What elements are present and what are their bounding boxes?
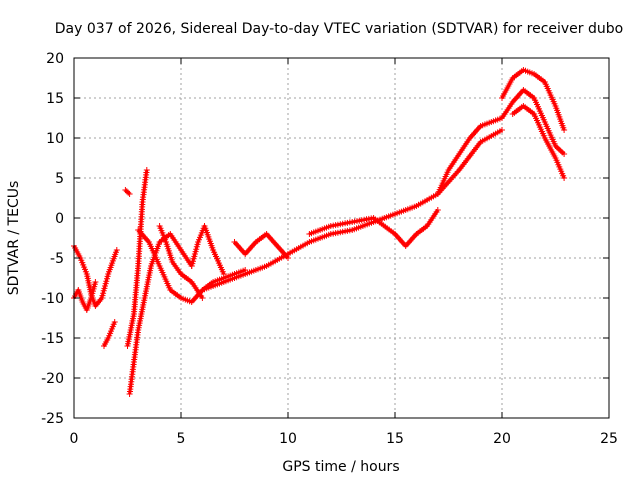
series-markers: [231, 231, 291, 261]
series-trace-6: [122, 187, 133, 197]
x-tick-label: 15: [386, 431, 404, 447]
series-markers: [509, 103, 568, 181]
series-trace-10: [231, 231, 291, 261]
series-markers: [306, 207, 441, 249]
y-tick-label: -20: [41, 371, 64, 387]
x-tick-label: 20: [493, 431, 511, 447]
series-markers: [124, 167, 150, 349]
series-trace-13: [434, 115, 505, 197]
x-tick-label: 5: [177, 431, 186, 447]
y-tick-label: -25: [41, 411, 64, 427]
y-tick-label: 5: [55, 171, 64, 187]
series-trace-3: [101, 319, 118, 349]
x-axis-label: GPS time / hours: [282, 459, 399, 475]
series-markers: [499, 87, 568, 157]
series-trace-12: [306, 207, 441, 249]
series-trace-14: [499, 67, 568, 133]
series-markers: [156, 223, 206, 301]
y-axis-label: SDTVAR / TECUs: [6, 181, 22, 296]
series-markers: [122, 187, 133, 197]
series-trace-4: [124, 167, 150, 349]
series-markers: [199, 127, 505, 293]
series-markers: [434, 115, 505, 197]
y-tick-label: -5: [50, 251, 64, 267]
y-tick-label: -10: [41, 291, 64, 307]
series-markers: [188, 223, 227, 277]
data-points: [71, 67, 568, 397]
series-markers: [71, 243, 120, 309]
series-line: [124, 188, 131, 196]
y-tick-label: 0: [55, 211, 64, 227]
series-markers: [499, 67, 568, 133]
series-trace-8: [156, 223, 206, 301]
series-trace-11: [199, 127, 505, 293]
series-trace-16: [509, 103, 568, 181]
series-markers: [101, 319, 118, 349]
series-trace-9: [188, 223, 227, 277]
series-trace-1: [71, 243, 120, 309]
y-tick-label: -15: [41, 331, 64, 347]
x-tick-label: 0: [70, 431, 79, 447]
y-tick-label: 15: [46, 91, 64, 107]
series-trace-2: [71, 279, 99, 313]
plot-area-border: [73, 57, 610, 419]
axis-ticks: 0 5 10 15 20 25 -25 -20 -15 -10 -5 0 5 10 15 20: [41, 51, 618, 447]
y-tick-label: 10: [46, 131, 64, 147]
y-tick-label: 20: [46, 51, 64, 67]
x-tick-label: 10: [279, 431, 297, 447]
chart-title: Day 037 of 2026, Sidereal Day-to-day VTE…: [55, 21, 623, 37]
x-tick-label: 25: [600, 431, 618, 447]
series-trace-15: [499, 87, 568, 157]
grid: [74, 58, 609, 418]
series-markers: [71, 279, 99, 313]
